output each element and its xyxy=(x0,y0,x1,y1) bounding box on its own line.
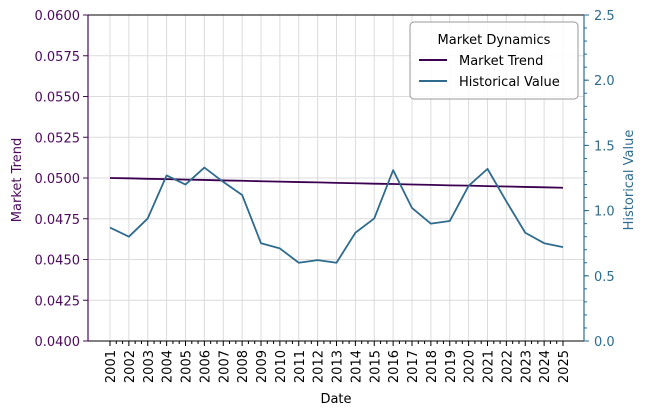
x-tick-label: 2011 xyxy=(293,350,308,383)
x-tick-label: 2019 xyxy=(444,350,459,383)
series-line-historical-value xyxy=(109,166,564,264)
legend: Market Dynamics Market Trend Historical … xyxy=(409,21,579,100)
right-tick-label: 1.0 xyxy=(594,205,615,220)
x-tick-label: 2022 xyxy=(500,350,515,383)
x-tick-label: 2016 xyxy=(387,350,402,383)
x-tick-label: 2001 xyxy=(104,350,119,383)
tick-labels: 2001 2002 2003 2004 2005 2006 2007 2008 2009 2010… xyxy=(35,9,615,383)
x-tick-label: 2014 xyxy=(349,350,364,383)
left-tick-label: 0.0500 xyxy=(35,172,81,187)
left-tick-label: 0.0550 xyxy=(35,91,81,106)
x-tick-label: 2013 xyxy=(331,350,346,383)
x-tick-label: 2010 xyxy=(274,350,289,383)
left-tick-label: 0.0450 xyxy=(35,254,81,269)
left-axis-title: Market Trend xyxy=(10,138,25,222)
x-tick-label: 2004 xyxy=(161,350,176,383)
x-tick-label: 2021 xyxy=(482,350,497,383)
right-tick-label: 2.0 xyxy=(594,74,615,89)
x-tick-label: 2012 xyxy=(312,350,327,383)
left-tick-label: 0.0475 xyxy=(35,213,81,228)
series-lines xyxy=(109,166,564,264)
x-tick-label: 2018 xyxy=(425,350,440,383)
left-tick-label: 0.0575 xyxy=(35,50,81,65)
legend-box xyxy=(409,21,579,100)
x-tick-label: 2017 xyxy=(406,350,421,383)
axes xyxy=(83,14,589,346)
series-line-market-trend xyxy=(109,177,564,189)
left-tick-label: 0.0600 xyxy=(35,9,81,24)
x-tick-label: 2005 xyxy=(180,350,195,383)
right-tick-label: 2.5 xyxy=(594,9,615,24)
right-tick-label: 0.0 xyxy=(594,335,615,350)
right-tick-label: 1.5 xyxy=(594,139,615,154)
left-tick-label: 0.0400 xyxy=(35,335,81,350)
right-tick-label: 0.5 xyxy=(594,270,615,285)
x-tick-label: 2015 xyxy=(368,350,383,383)
right-axis-title: Historical Value xyxy=(622,130,637,231)
x-axis-title: Date xyxy=(320,392,351,407)
x-tick-label: 2006 xyxy=(198,350,213,383)
x-tick-label: 2025 xyxy=(557,350,572,383)
x-tick-label: 2007 xyxy=(217,350,232,383)
legend-label-historical-value: Historical Value xyxy=(459,75,560,90)
x-tick-label: 2009 xyxy=(255,350,270,383)
left-tick-label: 0.0425 xyxy=(35,294,81,309)
x-tick-label: 2002 xyxy=(123,350,138,383)
legend-label-market-trend: Market Trend xyxy=(459,54,543,69)
x-tick-label: 2003 xyxy=(142,350,157,383)
x-tick-label: 2024 xyxy=(538,350,553,383)
left-tick-label: 0.0525 xyxy=(35,131,81,146)
grid-lines xyxy=(88,14,584,342)
legend-title: Market Dynamics xyxy=(438,33,551,48)
x-tick-label: 2020 xyxy=(463,350,478,383)
x-tick-label: 2008 xyxy=(236,350,251,383)
x-tick-label: 2023 xyxy=(519,350,534,383)
